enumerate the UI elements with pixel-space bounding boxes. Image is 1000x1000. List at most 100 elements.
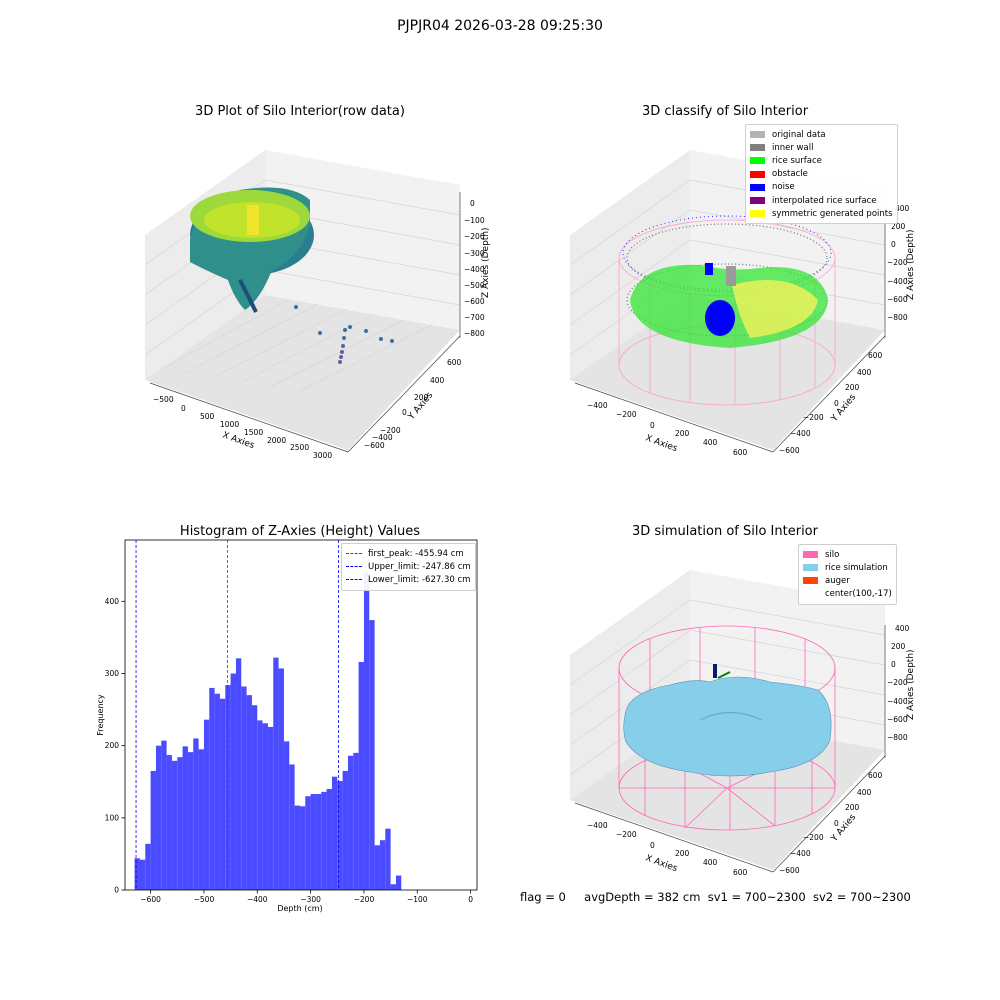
histogram-legend-label: Upper_limit: -247.86 cm [368,561,471,572]
histogram-bar [155,745,162,890]
plot1-ytick: −600 [364,441,385,450]
plot4-legend-label: auger [825,575,850,586]
plot2-xtick: 600 [733,448,748,457]
histogram-bar [283,741,290,890]
histogram-bar [166,755,172,890]
plot4-auger [713,664,717,678]
histogram-bar [363,572,370,890]
histogram-bar [246,695,252,890]
histogram-bar [171,760,178,890]
histogram-legend-item: Lower_limit: -627.30 cm [346,573,471,586]
histogram-bar [379,840,386,890]
plot2-ytick: −200 [803,413,824,422]
histogram-bar [353,752,359,890]
plot2-xtick: 0 [650,421,655,430]
plot4-legend-item: center(100,-17) [803,588,892,601]
plot2-legend-label: original data [772,129,826,140]
plot1-xtick: 1500 [244,428,263,437]
plot2-legend-label: interpolated rice surface [772,195,877,206]
plot2-legend-item: noise [750,181,893,194]
plot4-ytick: −600 [779,866,800,875]
plot4-legend-swatch [803,591,818,598]
histogram-ylabel: Frequency [96,694,105,736]
histogram-legend-item: first_peak: -455.94 cm [346,547,471,560]
plot3-title: Histogram of Z-Axies (Height) Values [179,524,421,539]
plot2-ytick: −400 [790,429,811,438]
histogram-bar [262,723,268,890]
plot2-noise-points [705,263,735,336]
plot2-ztick: −800 [887,313,908,322]
histogram-bar [310,794,316,890]
plot2-legend-swatch [750,131,765,139]
plot2-ytick: −600 [779,446,800,455]
plot4-ztick: 200 [891,642,906,651]
histogram-bar [369,620,375,890]
plot4-ztick: 400 [895,624,910,633]
plot2-legend-item: interpolated rice surface [750,194,893,207]
histogram-bar [342,770,348,890]
histogram-bar [225,685,231,890]
histogram-ytick-label: 300 [105,669,120,678]
histogram-ytick-label: 0 [114,886,119,895]
histogram-bar [326,788,332,890]
plot1-ztick: −300 [464,249,485,258]
plot1-zticks: 0 −100 −200 −300 −400 −500 −600 −700 −80… [464,199,485,338]
plot4-legend: silo rice simulation auger center(100,-17) [798,544,897,605]
histogram-xtick-label: −200 [354,895,375,904]
histogram-bar [315,794,322,890]
histogram-legend-item: Upper_limit: -247.86 cm [346,560,471,573]
histogram-bar [230,673,236,890]
plot4-pane-left [570,570,690,800]
plot2-legend-item: symmetric generated points [750,207,893,220]
plot4-legend-label: center(100,-17) [825,589,892,600]
status-sv2: sv2 = 700~2300 [812,890,911,904]
plot2-original-points [726,266,736,286]
plot4-xtick: 400 [703,858,718,867]
histogram-bar [267,726,274,890]
plot2-xtick: −200 [616,410,637,419]
plot2-ytick: 0 [834,399,839,408]
plot1-xtick: 2000 [267,436,286,445]
histogram-bar [278,668,284,890]
plot2-3d-classify: −400 −200 0 200 400 600 600 400 200 0 −2… [569,150,916,457]
plot1-ztick: −600 [464,297,485,306]
plot2-legend-swatch [750,170,765,178]
plot2-ztick: 200 [891,222,906,231]
histogram-ytick-label: 200 [105,741,120,750]
plot1-ztick: −700 [464,313,485,322]
plot1-xtick: −500 [153,395,174,404]
plot4-legend-label: silo [825,549,840,560]
status-avg-depth: avgDepth = 382 cm [584,890,701,904]
histogram-bar [209,687,215,890]
histogram-legend-line [346,566,362,568]
plot2-xtick: 400 [703,438,718,447]
plot2-legend-item: obstacle [750,168,893,181]
histogram-ytick-label: 100 [105,813,120,822]
plot4-xtick: 200 [675,849,690,858]
plot2-ztick: −200 [887,258,908,267]
status-line: flag = 0 avgDepth = 382 cm sv1 = 700~230… [520,890,911,904]
plot4-ztick: −400 [887,697,908,706]
histogram-bar [219,698,226,890]
histogram-bar [182,746,188,890]
plot1-tick-labels: −500 0 500 1000 1500 2000 2500 3000 600 … [153,199,485,460]
histogram-bar [150,770,156,890]
plot1-zlabel: Z Axies (Depth) [481,227,491,298]
plot4-ztick: 0 [891,660,896,669]
plot2-legend-label: inner wall [772,142,814,153]
plot2-tick-labels: −400 −200 0 200 400 600 600 400 200 0 −2… [587,204,910,457]
plot2-legend-swatch [750,157,765,165]
histogram-bar [321,791,327,890]
histogram-bar [139,859,146,890]
histogram-bar [193,738,199,890]
plot2-ytick: 600 [868,351,883,360]
histogram-bar [273,657,279,890]
plot2-ztick: 400 [895,204,910,213]
plot4-rice-surface [623,676,832,777]
histogram-xtick-label: 0 [468,895,473,904]
histogram-bar [331,776,338,890]
plot1-ytick: 400 [430,376,445,385]
plot2-title: 3D classify of Silo Interior [641,104,809,119]
plot1-pane-back [265,150,460,330]
plot4-title: 3D simulation of Silo Interior [632,524,818,539]
